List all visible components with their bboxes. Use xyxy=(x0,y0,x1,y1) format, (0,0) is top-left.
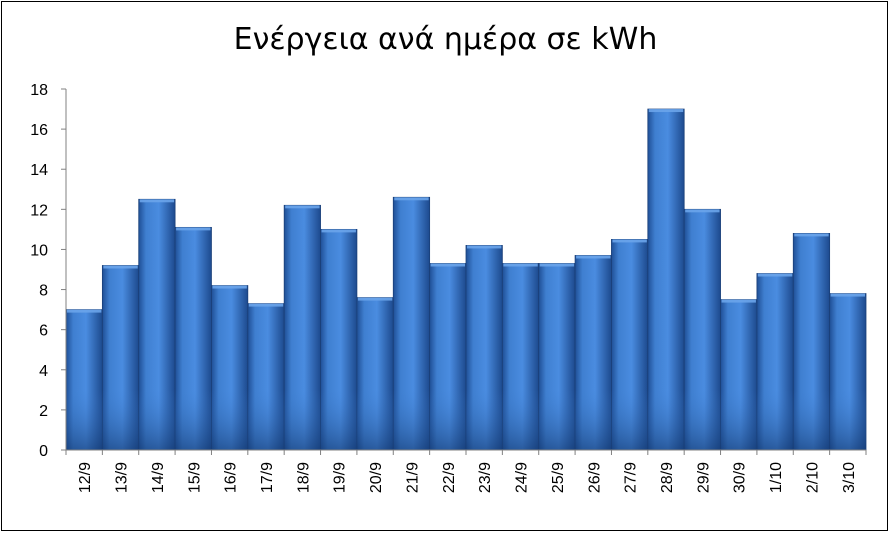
bar-bottom-shade xyxy=(793,390,830,450)
y-tick-label: 0 xyxy=(39,443,48,460)
bar-top-highlight xyxy=(321,229,356,233)
bar-bottom-shade xyxy=(356,390,394,450)
x-tick-label: 28/9 xyxy=(659,462,676,493)
y-tick-label: 12 xyxy=(30,202,48,219)
x-tick-label: 2/10 xyxy=(804,462,821,493)
y-tick-label: 6 xyxy=(39,323,48,340)
bar-top-highlight xyxy=(576,255,611,259)
x-tick-label: 1/10 xyxy=(768,462,785,493)
bar-top-highlight xyxy=(212,285,247,289)
x-tick-label: 18/9 xyxy=(295,462,312,493)
x-tick-label: 3/10 xyxy=(841,462,858,493)
bar-top-highlight xyxy=(357,297,393,301)
bar-bottom-shade xyxy=(575,390,612,450)
x-tick-label: 19/9 xyxy=(332,462,349,493)
x-tick-label: 14/9 xyxy=(150,462,167,493)
bar-bottom-shade xyxy=(66,390,103,450)
bar-top-highlight xyxy=(176,227,211,231)
y-tick-label: 4 xyxy=(39,363,48,380)
bar-top-highlight xyxy=(539,263,575,267)
x-tick-label: 16/9 xyxy=(223,462,240,493)
bar-top-highlight xyxy=(503,263,538,267)
bar-top-highlight xyxy=(794,233,829,237)
bar-top-highlight xyxy=(67,309,102,313)
bar-bottom-shade xyxy=(211,390,248,450)
bar-top-highlight xyxy=(721,299,756,303)
bar-top-highlight xyxy=(248,303,284,307)
x-tick-label: 29/9 xyxy=(695,462,712,493)
x-tick-label: 17/9 xyxy=(259,462,276,493)
x-tick-label: 24/9 xyxy=(514,462,531,493)
bar-bottom-shade xyxy=(138,390,176,450)
x-tick-label: 13/9 xyxy=(114,462,131,493)
bar-bottom-shade xyxy=(647,390,685,450)
bar-bottom-shade xyxy=(247,390,285,450)
bar-bottom-shade xyxy=(284,390,321,450)
bar-top-highlight xyxy=(139,199,175,203)
bar-bottom-shade xyxy=(538,390,576,450)
y-tick-label: 2 xyxy=(39,403,48,420)
bar-top-highlight xyxy=(103,265,138,269)
bar-top-highlight xyxy=(757,273,793,277)
bar-bottom-shade xyxy=(175,390,212,450)
x-tick-label: 12/9 xyxy=(77,462,94,493)
bar-bottom-shade xyxy=(829,390,866,450)
chart-title: Ενέργεια ανά ημέρα σε kWh xyxy=(233,22,658,57)
y-tick-label: 10 xyxy=(30,242,48,259)
bar-bottom-shade xyxy=(502,390,539,450)
x-tick-label: 27/9 xyxy=(623,462,640,493)
x-tick-label: 26/9 xyxy=(586,462,603,493)
x-tick-label: 15/9 xyxy=(186,462,203,493)
y-tick-label: 16 xyxy=(30,122,48,139)
bar-bottom-shade xyxy=(393,390,430,450)
x-tick-label: 30/9 xyxy=(732,462,749,493)
x-tick-label: 22/9 xyxy=(441,462,458,493)
bar-top-highlight xyxy=(394,197,429,201)
bar-top-highlight xyxy=(685,209,720,213)
bar-bottom-shade xyxy=(320,390,357,450)
x-tick-label: 23/9 xyxy=(477,462,494,493)
bar-top-highlight xyxy=(612,239,647,243)
bar-bottom-shade xyxy=(756,390,794,450)
y-tick-label: 18 xyxy=(30,82,48,99)
y-tick-label: 14 xyxy=(30,162,48,179)
bar-bottom-shade xyxy=(720,390,757,450)
bar-top-highlight xyxy=(430,263,465,267)
bar-top-highlight xyxy=(830,293,865,297)
x-tick-label: 25/9 xyxy=(550,462,567,493)
bar-top-highlight xyxy=(467,245,502,249)
y-tick-label: 8 xyxy=(39,283,48,300)
bar-top-highlight xyxy=(648,109,684,113)
bar-bottom-shade xyxy=(684,390,721,450)
bar-bottom-shade xyxy=(466,390,503,450)
bar-bottom-shade xyxy=(102,390,139,450)
bar-top-highlight xyxy=(285,205,320,209)
bar-bottom-shade xyxy=(611,390,648,450)
x-tick-label: 21/9 xyxy=(404,462,421,493)
bar-bottom-shade xyxy=(429,390,466,450)
x-tick-label: 20/9 xyxy=(368,462,385,493)
